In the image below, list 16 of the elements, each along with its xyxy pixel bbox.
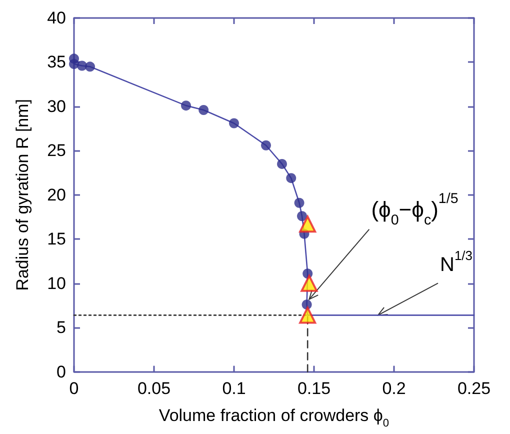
y-tick-label: 0 bbox=[56, 362, 66, 382]
y-tick-label: 35 bbox=[47, 52, 66, 72]
y-tick-label: 10 bbox=[47, 274, 66, 293]
y-axis-title: Radius of gyration R [nm] bbox=[12, 98, 32, 291]
y-tick-label: 40 bbox=[47, 8, 66, 28]
x-tick-label: 0.2 bbox=[382, 378, 406, 398]
x-tick-label: 0.15 bbox=[297, 378, 331, 398]
x-tick-label: 0.1 bbox=[222, 378, 246, 398]
y-tick-label: 25 bbox=[47, 141, 66, 160]
x-tick-label: 0.05 bbox=[137, 378, 171, 398]
y-tick-label: 30 bbox=[47, 96, 66, 116]
y-tick-label: 20 bbox=[47, 185, 66, 204]
y-tick-label: 15 bbox=[47, 230, 66, 249]
x-tick-label: 0.25 bbox=[457, 378, 491, 398]
y-tick-label: 5 bbox=[56, 318, 66, 338]
x-tick-label: 0 bbox=[69, 378, 79, 398]
